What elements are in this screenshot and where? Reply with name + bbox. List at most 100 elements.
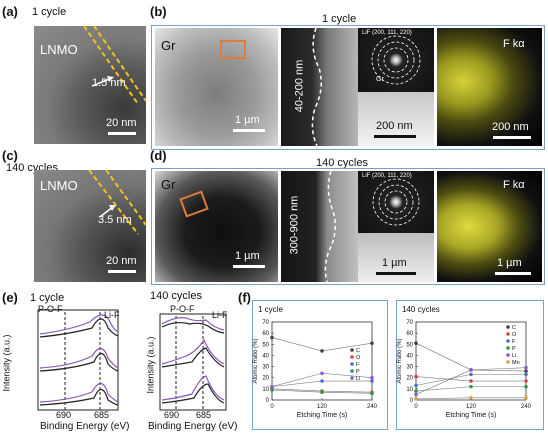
x-tick-label: 120 [466, 404, 477, 410]
lnmo-label: LNMO [40, 178, 78, 193]
chart-f2-frame [396, 300, 544, 430]
scale-label: 200 nm [492, 121, 529, 133]
y-tick-label: 50 [262, 342, 269, 348]
data-point-c [270, 335, 274, 340]
data-point-li [370, 375, 374, 380]
pof-label-left: P-O-F [38, 304, 63, 314]
data-point-c [370, 341, 374, 345]
plot-area [271, 321, 373, 401]
x-axis-label: Etching Time (s) [297, 412, 348, 419]
y-tick-label: 0 [410, 398, 414, 404]
legend-label-o: O [356, 355, 361, 361]
scale-bar [495, 272, 531, 275]
legend-label-li: Li [512, 353, 516, 359]
data-point-p [469, 384, 473, 389]
map-label: F kα [503, 38, 525, 50]
y-axis-label: Atomic Ratio (%) [253, 338, 259, 383]
panel-d-title: 140 cycles [316, 157, 368, 169]
data-point-f [469, 372, 473, 377]
data-point-mn [524, 395, 528, 400]
chart-title: 140 cycles [402, 305, 440, 314]
zoom-box [220, 40, 246, 59]
chart-140cycles: 140 cycles 0 10 20 30 40 50 60 70 0 120 240 Etching … [397, 305, 532, 419]
xps-spectra [37, 309, 227, 411]
x-tick-label: 0 [414, 404, 418, 410]
scale-label: 1 µm [235, 250, 260, 262]
legend-label-c: C [512, 325, 516, 331]
data-point-li [469, 368, 473, 372]
scale-label: 20 nm [106, 255, 137, 267]
data-point-li [524, 365, 528, 370]
panel-b-interface-image: 40-200 nm [281, 28, 358, 146]
legend-marker-mn [506, 360, 510, 364]
scale-label: 20 nm [106, 117, 137, 129]
x-tick-label: 0 [270, 404, 274, 410]
panel-b-frame [151, 25, 545, 150]
data-point-f [370, 379, 374, 383]
scale-label: 1 µm [382, 257, 407, 269]
legend-marker-f [506, 339, 510, 343]
data-point-o [524, 379, 528, 383]
thickness-label: 1.5 nm [92, 77, 126, 89]
xps-right-xlabel: Binding Energy (eV) [148, 421, 238, 432]
scale-label: 1 µm [235, 114, 260, 126]
scale-bar [233, 129, 265, 132]
y-tick-label: 60 [262, 331, 269, 337]
panel-d-gr-image: Gr 1 µm [155, 171, 278, 282]
y-tick-label: 30 [262, 365, 269, 371]
legend-label-p: P [356, 369, 360, 375]
y-tick-label: 30 [406, 365, 413, 371]
y-tick-label: 10 [262, 387, 269, 393]
data-point-li [320, 371, 324, 376]
zoom-box [179, 190, 209, 218]
legend-marker-o [506, 332, 510, 336]
panel-c-tem-image: LNMO 3.5 nm 20 nm [34, 170, 146, 282]
scale-label: 1 µm [497, 257, 522, 269]
xps-right-tick: 690 [164, 410, 180, 420]
gr-label: Gr [161, 38, 176, 53]
lnmo-label: LNMO [40, 42, 78, 57]
chart-1cycle: 1 cycle 0 10 20 30 40 50 60 70 0 120 240 Etching Tim… [253, 305, 378, 419]
panel-d-f-map: F kα 1 µm [437, 171, 542, 282]
data-point-p [370, 391, 374, 396]
data-point-p [414, 389, 418, 393]
saed-pattern: LiF (200, 111, 220) Gr [358, 28, 434, 92]
y-axis-label: Atomic Ratio (%) [397, 338, 403, 383]
gr-label: Gr [161, 177, 176, 192]
xps-left-ylabel: Intensity (a.u.) [1, 334, 12, 392]
data-point-li [414, 392, 418, 397]
panel-d-interface-image: 300-900 nm [281, 171, 358, 282]
scale-bar [233, 265, 265, 268]
legend-marker-c [350, 348, 354, 352]
scale-bar [374, 135, 416, 138]
y-tick-label: 10 [406, 387, 413, 393]
scale-bar [108, 132, 136, 135]
xps-right-ylabel: Intensity (a.u.) [145, 336, 156, 394]
saed-label: LiF (200, 111, 220) [362, 173, 412, 179]
legend-label-f: F [356, 362, 360, 368]
x-tick-label: 120 [317, 404, 328, 410]
panel-b-title: 1 cycle [322, 13, 357, 25]
y-tick-label: 70 [406, 320, 413, 326]
y-tick-label: 70 [262, 320, 269, 326]
data-point-p [524, 384, 528, 389]
data-point-f [414, 383, 418, 388]
legend-marker-f [350, 362, 354, 366]
pof-label-right: P-O-F [170, 304, 195, 314]
chart-title: 1 cycle [258, 305, 283, 314]
lif-label-right: Li-F [212, 310, 228, 320]
legend-marker-o [350, 355, 354, 359]
data-point-c [320, 349, 324, 353]
scale-bar [493, 136, 531, 139]
panel-a-cycle: 1 cycle [32, 6, 67, 18]
xps-left-title: 1 cycle [30, 292, 65, 304]
panel-b-bright-image: 200 nm [358, 92, 434, 146]
xps-left-tick: 685 [94, 410, 110, 420]
legend-label-p: P [512, 346, 516, 352]
x-tick-label: 240 [367, 404, 378, 410]
data-point-p [320, 390, 324, 394]
data-point-c [524, 369, 528, 373]
legend-marker-p [506, 346, 510, 350]
scale-bar [376, 272, 416, 275]
data-point-mn [469, 395, 473, 400]
